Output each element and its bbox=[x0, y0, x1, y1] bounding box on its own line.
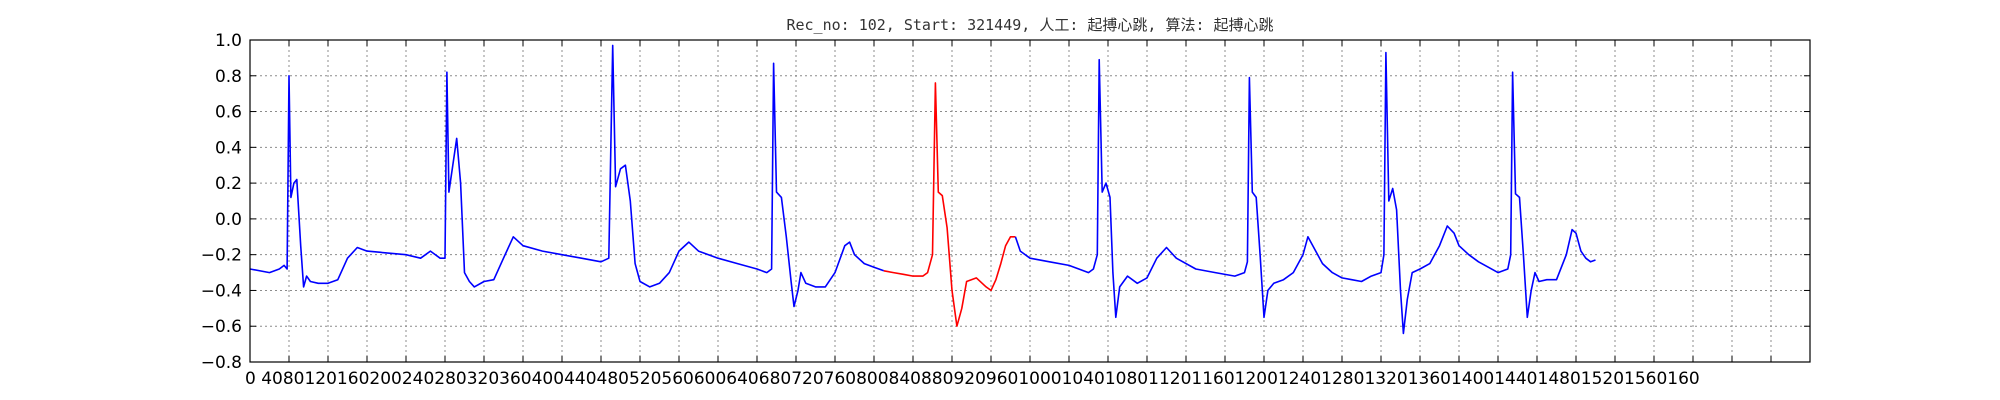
chart-title: Rec_no: 102, Start: 321449, 人工: 起搏心跳, 算法… bbox=[786, 16, 1273, 34]
y-tick-labels: 1.0 0.8 0.6 0.4 0.2 0.0 −0.2 −0.4 −0.6 −0.8 bbox=[201, 31, 242, 373]
ecg-trace bbox=[883, 82, 1016, 327]
ecg-traces bbox=[249, 44, 1596, 335]
y-tick-label: −0.4 bbox=[201, 281, 242, 301]
y-tick-label: −0.8 bbox=[201, 353, 242, 373]
y-tick-label: −0.2 bbox=[201, 246, 242, 266]
y-tick-label: −0.6 bbox=[201, 317, 242, 337]
grid-lines bbox=[250, 40, 1810, 362]
y-tick-label: 1.0 bbox=[215, 31, 242, 51]
axis-ticks bbox=[249, 39, 1811, 363]
y-tick-label: 0.6 bbox=[215, 103, 242, 123]
y-tick-label: 0.8 bbox=[215, 67, 242, 87]
x-tick-labels: 0 40801201602002402803203604004404805205… bbox=[245, 369, 1700, 389]
ecg-trace bbox=[1014, 51, 1596, 335]
y-tick-label: 0.2 bbox=[215, 174, 242, 194]
ecg-trace bbox=[249, 44, 885, 308]
y-tick-label: 0.4 bbox=[215, 138, 242, 158]
y-tick-label: 0.0 bbox=[215, 210, 242, 230]
